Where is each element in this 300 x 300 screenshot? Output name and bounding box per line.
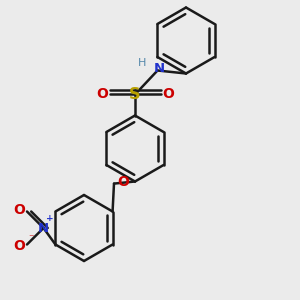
- Text: O: O: [117, 175, 129, 189]
- Text: ⁻: ⁻: [29, 233, 34, 243]
- Text: H: H: [138, 58, 147, 68]
- Text: +: +: [46, 214, 54, 223]
- Text: O: O: [96, 88, 108, 101]
- Text: S: S: [129, 87, 141, 102]
- Text: O: O: [162, 88, 174, 101]
- Text: O: O: [14, 239, 26, 253]
- Text: O: O: [14, 203, 26, 217]
- Text: N: N: [38, 221, 49, 235]
- Text: N: N: [153, 62, 165, 76]
